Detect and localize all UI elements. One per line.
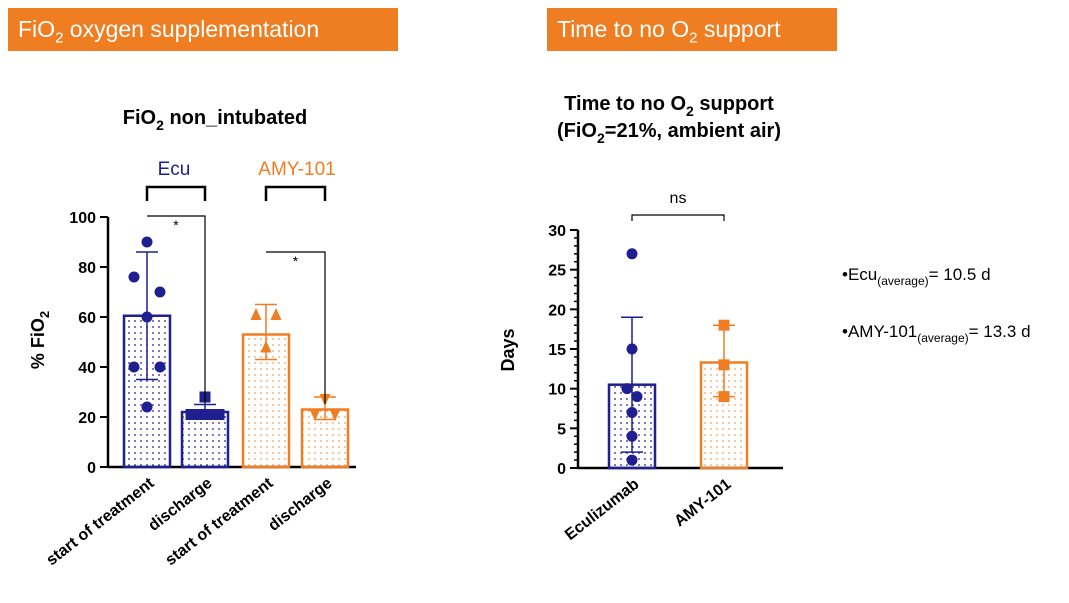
banner-left-sub: 2 [55, 29, 64, 47]
note-amy-prefix: AMY-101 [848, 322, 917, 341]
data-point [154, 286, 166, 298]
data-point [213, 409, 225, 420]
data-point [329, 409, 341, 421]
left-title-sub: 2 [156, 117, 164, 133]
data-point [626, 343, 638, 355]
y-tick-label: 100 [69, 210, 96, 227]
data-point [141, 401, 153, 413]
data-point [309, 409, 321, 421]
x-category-label: Eculizumab [562, 476, 643, 544]
y-tick-label: 25 [548, 263, 566, 280]
left-ylabel-main: % FiO [28, 318, 48, 369]
note-ecu-average: •Ecu(average)= 10.5 d [842, 265, 991, 288]
right-chart-title-line1: Time to no O2 support [564, 93, 774, 119]
y-tick-label: 5 [557, 421, 566, 438]
significance-bracket [147, 215, 206, 404]
right-title2-main: (FiO [557, 120, 597, 142]
data-point [141, 236, 153, 248]
data-point [621, 383, 633, 395]
data-point [626, 430, 638, 442]
banner-left-rest: oxygen supplementation [63, 16, 320, 42]
data-point [626, 248, 638, 260]
group-label-ecu: Ecu [158, 159, 191, 180]
note-amy101-average: •AMY-101(average)= 13.3 d [842, 322, 1031, 345]
right-title2-rest: =21%, ambient air) [605, 120, 781, 142]
x-category-label: start of treatment [162, 474, 277, 569]
significance-label: ns [670, 190, 687, 207]
data-point [154, 361, 166, 373]
data-point [202, 409, 214, 420]
note-ecu-value: = 10.5 d [929, 265, 991, 284]
y-tick-label: 20 [548, 302, 566, 319]
left-ylabel-sub: 2 [37, 311, 52, 318]
data-point [631, 391, 643, 403]
group-bracket-amy101 [264, 185, 327, 201]
data-point [270, 308, 282, 320]
left-y-axis-label: % FiO2 [28, 311, 52, 369]
data-point [718, 391, 730, 403]
significance-label: * [173, 217, 179, 233]
left-title-main: FiO [123, 107, 156, 129]
fio2-supplementation-banner: FiO2 oxygen supplementation [8, 8, 398, 51]
left-title-rest: non_intubated [164, 107, 307, 129]
y-tick-label: 0 [557, 461, 566, 478]
data-point [185, 409, 197, 420]
right-title2-sub: 2 [597, 130, 605, 146]
left-chart-title: FiO2 non_intubated [123, 107, 307, 133]
x-category-label: start of treatment [43, 474, 158, 569]
y-tick-label: 20 [78, 410, 96, 427]
y-tick-label: 10 [548, 382, 566, 399]
significance-bracket [266, 251, 326, 404]
note-ecu-sub: (average) [877, 274, 928, 288]
x-category-label: discharge [265, 475, 335, 535]
banner-right-main: Time to no O [557, 16, 690, 42]
group-bracket-ecu [145, 185, 207, 201]
y-tick-label: 60 [78, 310, 96, 327]
note-amy-value: = 13.3 d [969, 322, 1031, 341]
data-point [250, 308, 262, 320]
y-tick-label: 40 [78, 360, 96, 377]
time-to-no-o2-banner: Time to no O2 support [547, 8, 837, 51]
data-point [141, 311, 153, 323]
significance-label: * [293, 253, 299, 269]
y-tick-label: 15 [548, 342, 566, 359]
significance-bracket [631, 214, 725, 221]
data-point [626, 406, 638, 418]
group-label-amy101: AMY-101 [258, 159, 335, 180]
note-amy-sub: (average) [917, 331, 968, 345]
banner-right-rest: support [697, 16, 781, 42]
y-tick-label: 0 [87, 460, 96, 477]
data-point [718, 319, 730, 331]
data-point [626, 454, 638, 466]
data-point [192, 409, 204, 420]
right-title1-sub: 2 [686, 103, 694, 119]
right-y-axis-label: Days [498, 328, 518, 371]
banner-left-main: FiO [18, 16, 56, 42]
x-category-label: AMY-101 [671, 476, 734, 531]
bar [180, 410, 230, 469]
right-title1-main: Time to no O [564, 93, 686, 115]
data-point [128, 271, 140, 283]
y-tick-label: 80 [78, 260, 96, 277]
data-point [260, 340, 272, 353]
right-title1-rest: support [694, 93, 774, 115]
y-tick-label: 30 [548, 223, 566, 240]
data-point [128, 361, 140, 373]
right-chart-title-line2: (FiO2=21%, ambient air) [557, 120, 781, 146]
banner-right-sub: 2 [689, 29, 698, 47]
note-ecu-prefix: Ecu [848, 265, 877, 284]
data-point [718, 359, 730, 371]
right-chart: 0 5 10 15 20 25 30 Eculizumab AMY-101 ns [548, 190, 783, 544]
